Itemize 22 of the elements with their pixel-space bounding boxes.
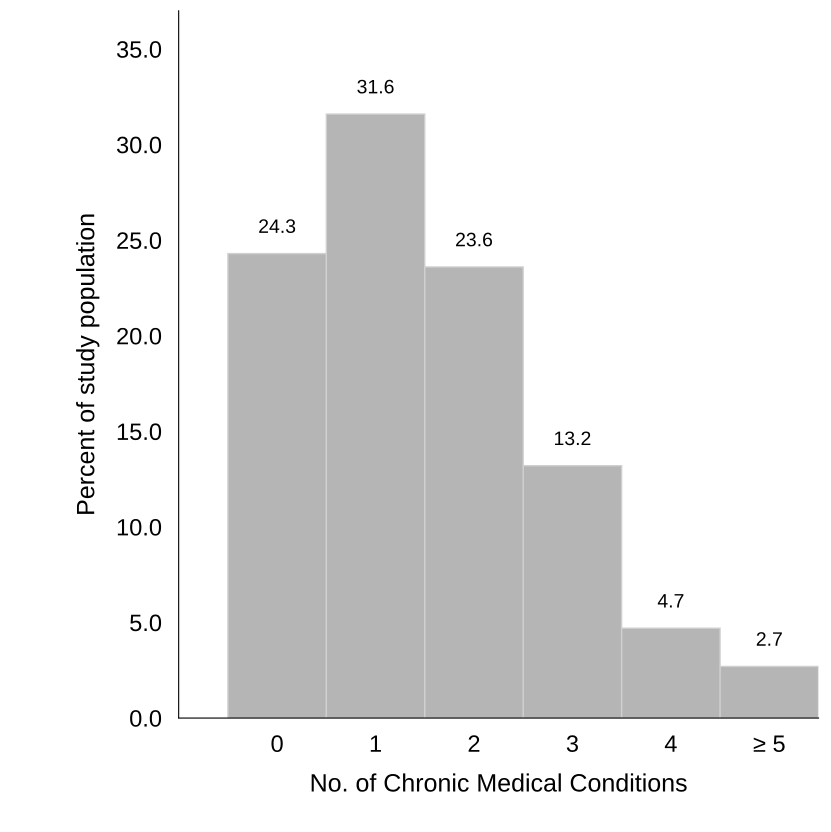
y-tick-label: 0.0: [130, 710, 162, 727]
data-label: 2.7: [756, 632, 782, 646]
data-label: 24.3: [259, 219, 296, 234]
data-label: 13.2: [554, 431, 590, 446]
x-tick-label: 0: [271, 735, 283, 752]
data-label: 23.6: [456, 232, 492, 246]
x-tick-label: ≥ 5: [754, 736, 785, 752]
y-tick-label: 5.0: [130, 614, 162, 632]
x-tick-label: 2: [468, 735, 480, 752]
y-tick-label: 35.0: [116, 41, 162, 58]
y-axis-title: Percent of study population: [76, 214, 100, 514]
y-tick-label: 10.0: [118, 518, 162, 536]
x-tick-label: 1: [370, 736, 381, 752]
x-tick-label: 4: [664, 736, 677, 752]
x-tick-label: 3: [566, 735, 578, 752]
y-tick-label: 30.0: [116, 136, 162, 154]
data-label: 4.7: [658, 594, 684, 608]
y-tick-label: 15.0: [118, 423, 162, 440]
y-tick-label: 25.0: [117, 232, 162, 249]
y-tick-label: 20.0: [117, 328, 162, 345]
x-axis-title: No. of Chronic Medical Conditions: [312, 773, 687, 792]
data-label: 31.6: [357, 80, 394, 94]
